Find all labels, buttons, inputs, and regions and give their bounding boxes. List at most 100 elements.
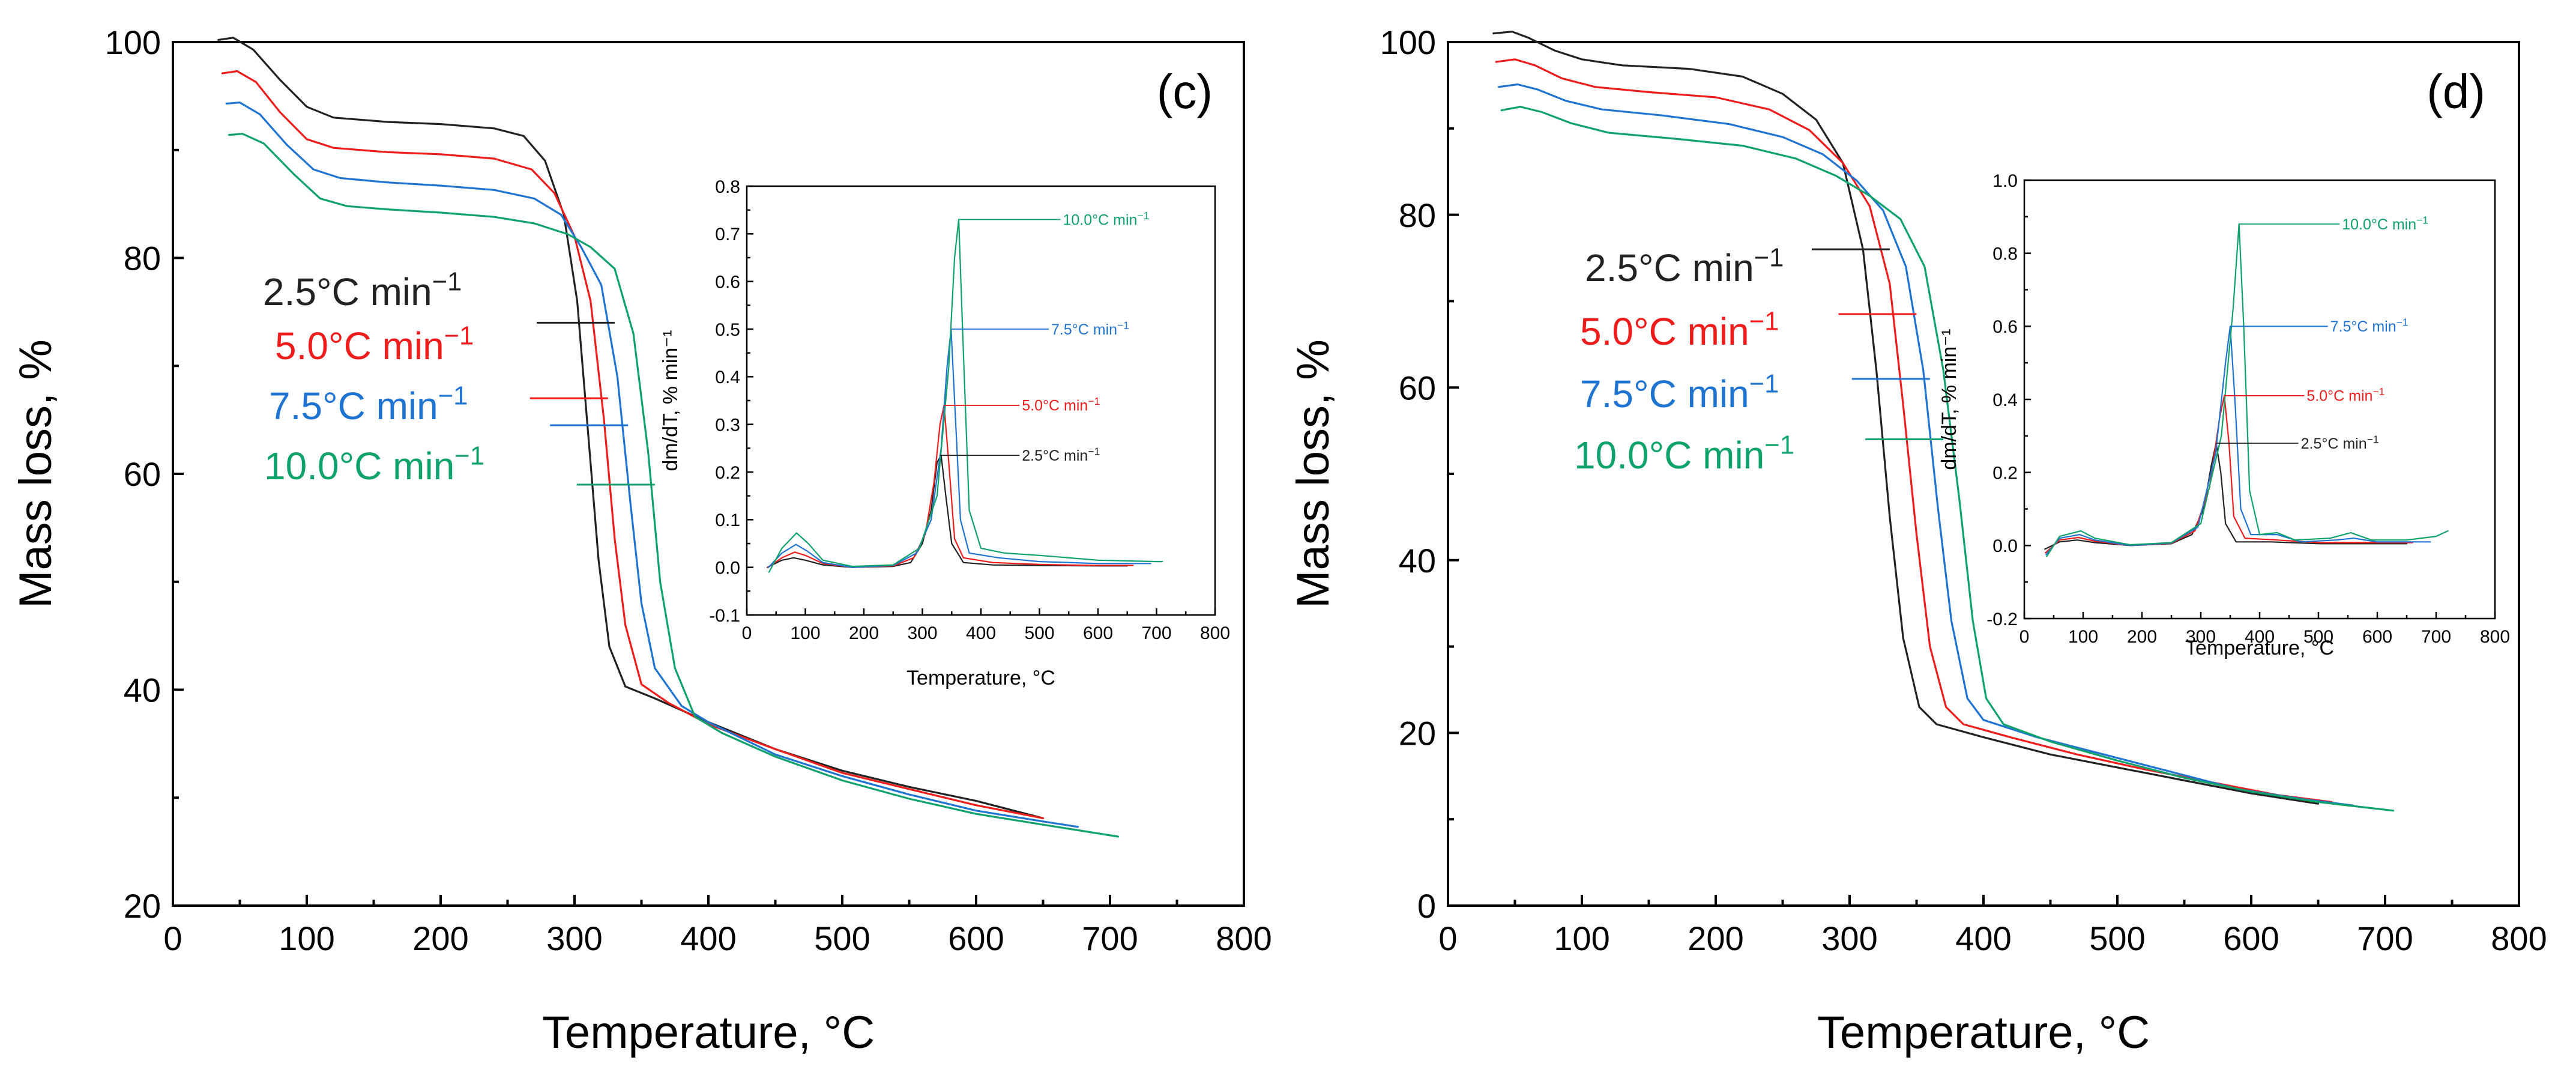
panel-c-legend-label-4: 10.0°C min−1 bbox=[264, 442, 484, 488]
panel-d-inset-x-tick-label: 600 bbox=[2362, 627, 2392, 647]
panel-c-inset-y-tick-label: 0.3 bbox=[715, 415, 740, 435]
panel-c-inset-y-tick-label: 0.5 bbox=[715, 320, 740, 340]
panel-c-inset-series-line-1 bbox=[767, 455, 1128, 568]
panel-c-inset-x-tick-label: 200 bbox=[849, 623, 879, 643]
panel-c-inset-y-axis-label: dm/dT, % min⁻¹ bbox=[659, 330, 682, 471]
panel-d-inset-x-axis-label: Temperature, °C bbox=[2185, 637, 2334, 659]
panel-d-main-x-tick-label: 500 bbox=[2089, 919, 2145, 957]
panel-d-main-y-tick-label: 100 bbox=[1380, 23, 1436, 61]
panel-c-main-x-tick-label: 200 bbox=[412, 919, 468, 957]
panel-d-inset-x-tick-label: 800 bbox=[2480, 627, 2510, 647]
panel-c-inset-x-tick-label: 400 bbox=[966, 623, 996, 643]
panel-d-main-x-tick-label: 800 bbox=[2491, 919, 2547, 957]
panel-c-legend-label-2: 5.0°C min−1 bbox=[275, 322, 474, 368]
panel-c-inset-y-tick-label: 0.8 bbox=[715, 177, 740, 197]
panel-c-inset-y-tick-label: 0.2 bbox=[715, 463, 740, 483]
panel-d-inset-y-tick-label: 0.4 bbox=[1992, 390, 2018, 410]
panel-c-main-x-tick-label: 100 bbox=[279, 919, 334, 957]
panel-c-main-series-line-3 bbox=[225, 101, 1079, 828]
panel-c-inset-legend-label-4: 10.0°C min−1 bbox=[1063, 210, 1150, 229]
panel-d-main-y-axis-label: Mass loss, % bbox=[1288, 339, 1339, 608]
panel-c-inset-legend-label-2: 5.0°C min−1 bbox=[1022, 395, 1100, 414]
panel-c-main-y-tick-label: 40 bbox=[124, 671, 161, 709]
panel-d-main-x-tick-label: 400 bbox=[1955, 919, 2011, 957]
panel-c-legend-label-3: 7.5°C min−1 bbox=[269, 382, 468, 428]
panel-c-main-y-axis-label: Mass loss, % bbox=[10, 339, 61, 608]
panel-c-inset-x-tick-label: 800 bbox=[1200, 623, 1230, 643]
panel-c-inset-y-tick-label: 0.6 bbox=[715, 272, 740, 292]
panel-d-main-x-tick-label: 600 bbox=[2223, 919, 2279, 957]
panel-c-inset: 0 100 200 300 400 500 600 700 800 -0.1 0.0 0.1 0.2 0.… bbox=[659, 177, 1230, 689]
panel-c-main-x-tick-label: 500 bbox=[814, 919, 870, 957]
panel-d-inset-legend-label-2: 5.0°C min−1 bbox=[2306, 386, 2384, 405]
panel-d-legend-label-1: 2.5°C min−1 bbox=[1585, 244, 1784, 289]
panel-c-main-series-line-4 bbox=[228, 133, 1119, 838]
panel-c-inset-x-tick-label: 300 bbox=[907, 623, 937, 643]
panel-c-inset-y-tick-label: 0.1 bbox=[715, 510, 740, 530]
panel-d-main-x-tick-label: 100 bbox=[1554, 919, 1609, 957]
panel-c-main-x-tick-label: 400 bbox=[680, 919, 736, 957]
panel-d-inset-y-tick-label: 0.2 bbox=[1992, 463, 2018, 483]
panel-c-inset-y-tick-label: 0.7 bbox=[715, 225, 740, 244]
panel-c-main-series-line-2 bbox=[221, 70, 1045, 819]
panel-d-inset: 0 100 200 300 400 500 600 700 800 -0.2 0.0 0.2 0.4 0.… bbox=[1938, 171, 2510, 659]
panel-d-legend-label-2: 5.0°C min−1 bbox=[1580, 307, 1779, 353]
panel-d-inset-x-tick-label: 0 bbox=[2019, 627, 2030, 647]
panel-c-main-y-tick-label: 20 bbox=[124, 887, 161, 925]
panel-d-main-x-tick-label: 700 bbox=[2357, 919, 2413, 957]
panel-d-legend-label-3: 7.5°C min−1 bbox=[1580, 370, 1779, 416]
panel-d-inset-x-tick-label: 200 bbox=[2127, 627, 2157, 647]
panel-d-main-y-tick-label: 80 bbox=[1399, 196, 1436, 234]
panel-d-main-x-tick-label: 0 bbox=[1438, 919, 1457, 957]
panel-c-inset-legend-label-1: 2.5°C min−1 bbox=[1022, 445, 1100, 464]
panel-c-inset-series-line-4 bbox=[768, 219, 1163, 573]
panel-d-main-x-axis-label: Temperature, °C bbox=[1817, 1007, 2150, 1058]
panel-d-main-series-line-4 bbox=[1500, 106, 2394, 812]
panel-d-main-x-tick-label: 300 bbox=[1821, 919, 1877, 957]
panel-c-inset-x-tick-label: 100 bbox=[790, 623, 820, 643]
panel-d-inset-x-tick-label: 700 bbox=[2421, 627, 2451, 647]
panel-c-inset-y-tick-label: 0.0 bbox=[715, 558, 740, 578]
panel-d-inset-x-tick-label: 100 bbox=[2068, 627, 2098, 647]
panel-d-main-series-line-2 bbox=[1495, 58, 2333, 803]
panel-c-main-x-tick-label: 800 bbox=[1216, 919, 1271, 957]
panel-d-inset-series-line-1 bbox=[2044, 442, 2408, 550]
panel-d-inset-y-axis-label: dm/dT, % min⁻¹ bbox=[1938, 329, 1961, 470]
panel-c-panel-label: (c) bbox=[1157, 65, 1213, 118]
panel-d-inset-x-tick-label: 400 bbox=[2245, 627, 2275, 647]
panel-c-inset-y-tick-label: 0.4 bbox=[715, 368, 740, 387]
panel-c-main-x-tick-label: 300 bbox=[546, 919, 602, 957]
panel-c-inset-series-line-2 bbox=[767, 404, 1134, 568]
panel-d-inset-legend-label-3: 7.5°C min−1 bbox=[2330, 316, 2409, 336]
panel-d-main-series-line-3 bbox=[1498, 83, 2354, 807]
panel-d-panel-label: (d) bbox=[2427, 65, 2485, 118]
panel-c-inset-background bbox=[747, 186, 1215, 615]
panel-c-inset-y-tick-label: -0.1 bbox=[709, 606, 740, 626]
panel-d-legend-label-4: 10.0°C min−1 bbox=[1574, 431, 1794, 477]
panel-d: 0 100 200 300 400 500 600 700 800 0 20 40 60 80 100 Tem… bbox=[1288, 23, 2547, 1058]
panel-c-main-y-tick-label: 100 bbox=[105, 23, 161, 61]
panel-c-inset-x-tick-label: 700 bbox=[1141, 623, 1171, 643]
panel-d-inset-y-tick-label: -0.2 bbox=[1986, 610, 2018, 629]
panel-c-legend-label-1: 2.5°C min−1 bbox=[263, 268, 462, 313]
panel-d-inset-y-tick-label: 1.0 bbox=[1992, 171, 2018, 191]
panel-c-main-x-axis-label: Temperature, °C bbox=[542, 1007, 875, 1058]
panel-c-main-y-tick-label: 80 bbox=[124, 240, 161, 277]
panel-c-inset-x-tick-label: 500 bbox=[1024, 623, 1054, 643]
panel-d-main-y-tick-label: 0 bbox=[1417, 887, 1436, 925]
panel-c-inset-x-tick-label: 0 bbox=[742, 623, 752, 643]
panel-d-main-y-tick-label: 60 bbox=[1399, 369, 1436, 407]
panel-d-main-x-tick-label: 200 bbox=[1688, 919, 1743, 957]
panel-d-inset-y-tick-label: 0.8 bbox=[1992, 244, 2018, 264]
panel-c: 0 100 200 300 400 500 600 700 800 20 40 60 80 100 Temp… bbox=[10, 23, 1272, 1058]
panel-c-inset-x-axis-label: Temperature, °C bbox=[906, 667, 1055, 689]
panel-d-inset-x-tick-label: 500 bbox=[2303, 627, 2333, 647]
panel-d-inset-background bbox=[2024, 180, 2495, 619]
panel-d-inset-y-tick-label: 0.0 bbox=[1992, 536, 2018, 556]
panel-c-inset-legend-label-3: 7.5°C min−1 bbox=[1051, 319, 1129, 338]
panel-d-main-y-tick-label: 40 bbox=[1399, 542, 1436, 580]
panel-c-inset-x-tick-label: 600 bbox=[1083, 623, 1113, 643]
panel-d-inset-x-tick-label: 300 bbox=[2186, 627, 2216, 647]
panel-c-main-x-tick-label: 700 bbox=[1082, 919, 1138, 957]
